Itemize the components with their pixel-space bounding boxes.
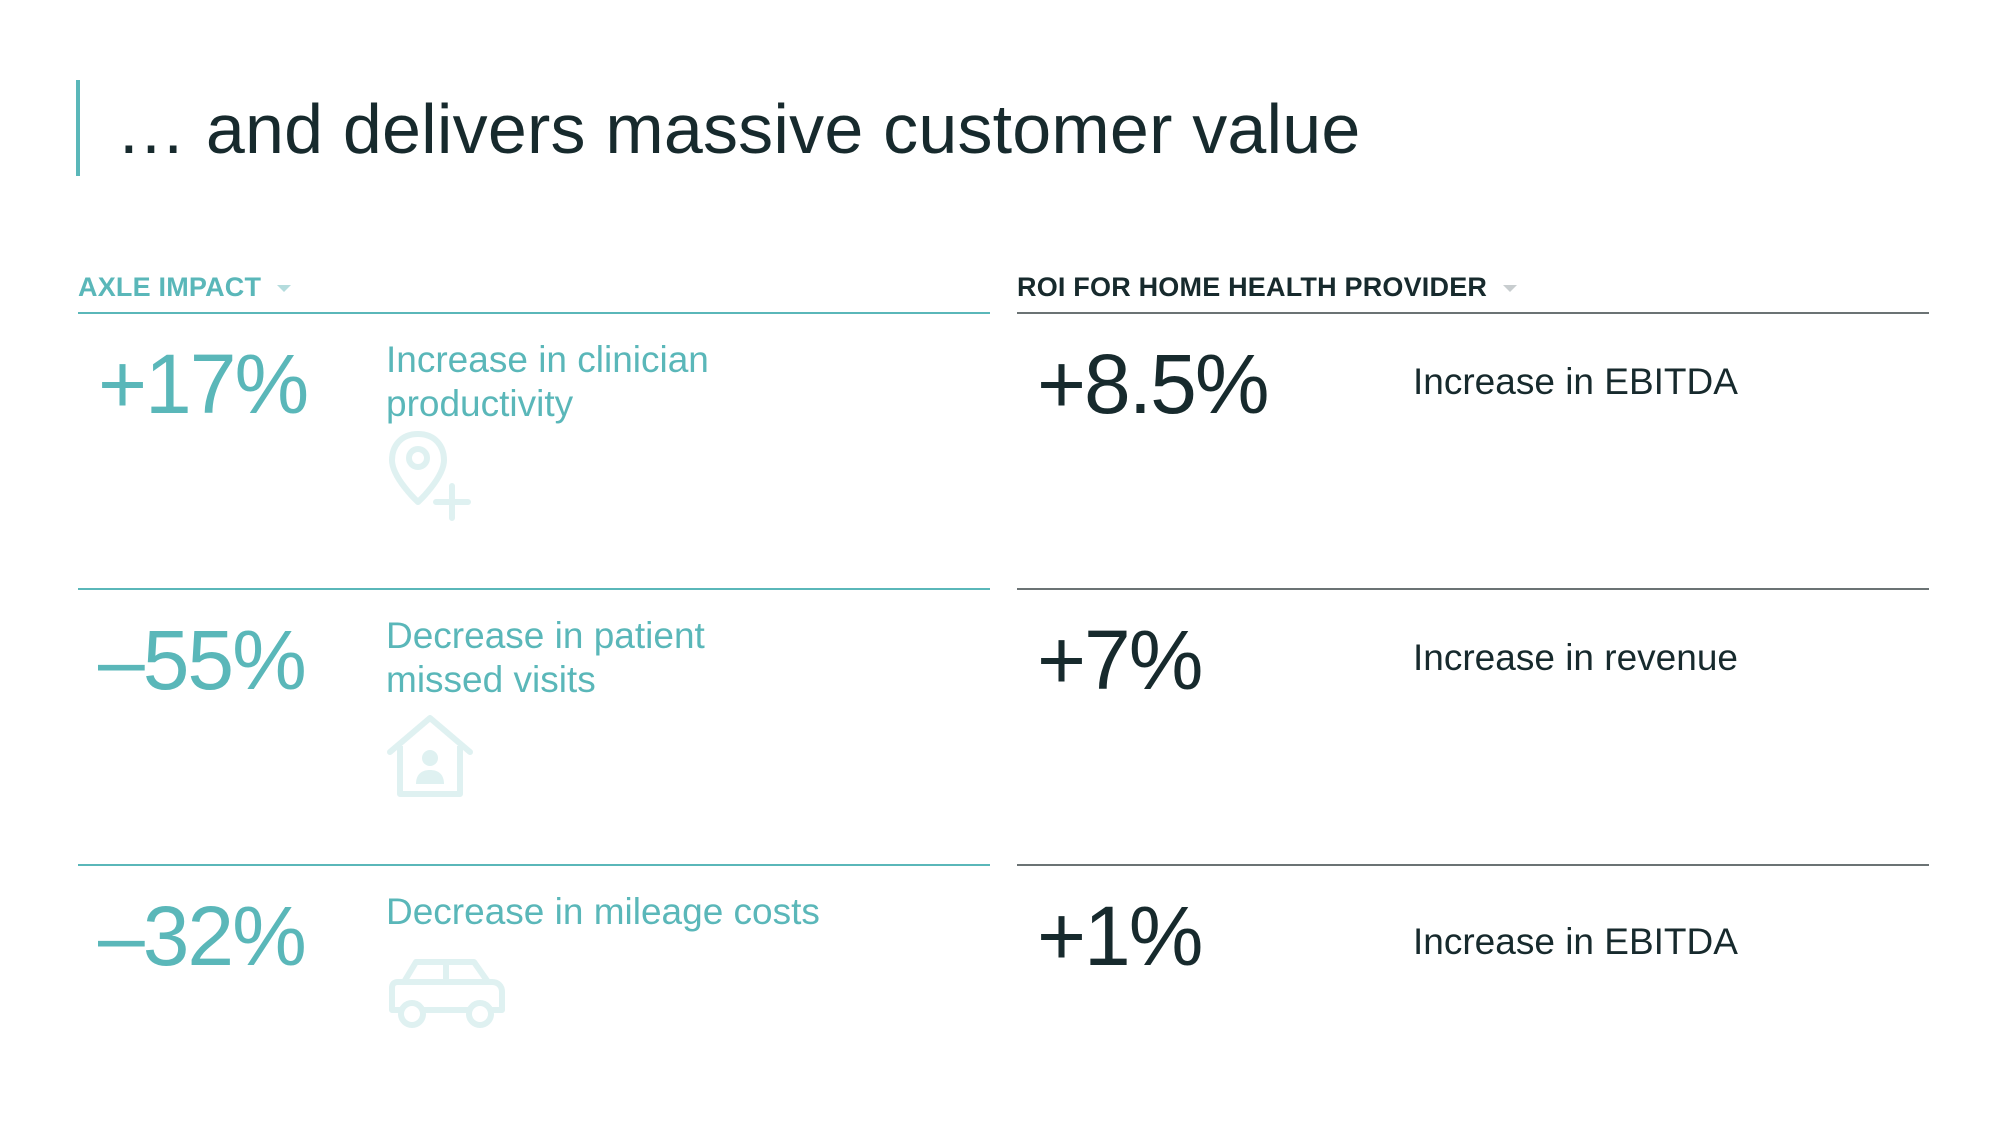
impact-description-line: missed visits <box>386 659 596 700</box>
roi-list: +8.5% Increase in EBITDA +7% Increase in… <box>1017 312 1929 1136</box>
impact-description: Increase in clinician productivity <box>386 338 709 426</box>
title-accent-bar <box>76 80 80 176</box>
caret-down-icon <box>1503 284 1518 292</box>
impact-row: –32% Decrease in mileage costs <box>78 864 990 1136</box>
impact-description-line: Decrease in mileage costs <box>386 891 820 932</box>
impact-description-line: productivity <box>386 383 574 424</box>
roi-header-label: ROI FOR HOME HEALTH PROVIDER <box>1017 271 1488 302</box>
axle-impact-header-label: AXLE IMPACT <box>78 271 262 302</box>
roi-description: Increase in EBITDA <box>1413 921 1738 962</box>
impact-description: Decrease in patient missed visits <box>386 614 705 702</box>
impact-value: –32% <box>98 889 307 983</box>
car-icon <box>384 952 514 1052</box>
impact-value: +17% <box>98 337 309 431</box>
axle-impact-list: +17% Increase in clinician productivity … <box>78 312 990 1136</box>
roi-row: +1% Increase in EBITDA <box>1017 864 1929 1136</box>
location-pin-plus-icon <box>384 426 484 526</box>
roi-row: +8.5% Increase in EBITDA <box>1017 312 1929 588</box>
roi-value: +8.5% <box>1037 337 1270 431</box>
roi-description: Increase in revenue <box>1413 637 1738 678</box>
roi-header[interactable]: ROI FOR HOME HEALTH PROVIDER <box>1017 262 1929 312</box>
axle-impact-header[interactable]: AXLE IMPACT <box>78 262 990 312</box>
impact-description-line: Decrease in patient <box>386 615 705 656</box>
roi-value: +1% <box>1037 889 1203 983</box>
impact-description-line: Increase in clinician <box>386 339 709 380</box>
roi-row: +7% Increase in revenue <box>1017 588 1929 864</box>
axle-impact-section: AXLE IMPACT +17% Increase in clinician p… <box>78 262 990 1136</box>
roi-value: +7% <box>1037 613 1203 707</box>
home-patient-icon <box>384 708 484 808</box>
impact-value: –55% <box>98 613 307 707</box>
roi-section: ROI FOR HOME HEALTH PROVIDER +8.5% Incre… <box>1017 262 1929 1136</box>
impact-row: +17% Increase in clinician productivity <box>78 312 990 588</box>
page-title: … and delivers massive customer value <box>116 90 1361 168</box>
impact-row: –55% Decrease in patient missed visits <box>78 588 990 864</box>
roi-description: Increase in EBITDA <box>1413 361 1738 402</box>
caret-down-icon <box>277 284 292 292</box>
impact-description: Decrease in mileage costs <box>386 890 820 934</box>
